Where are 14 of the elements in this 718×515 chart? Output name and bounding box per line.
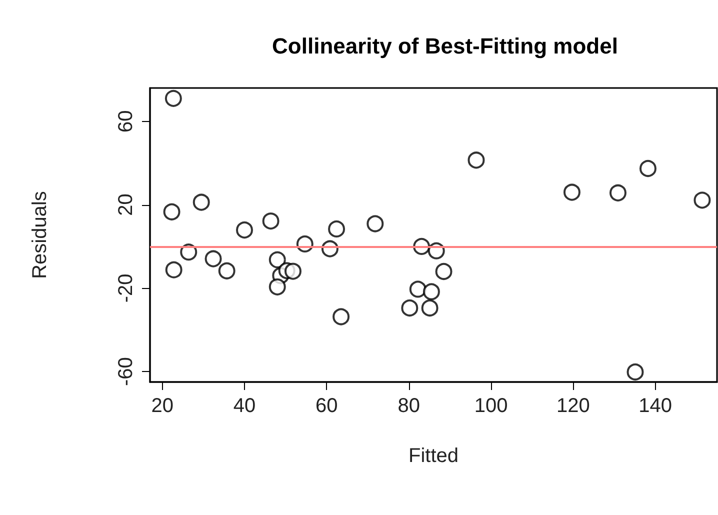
y-tick-label: 60 xyxy=(115,110,137,132)
x-tick-label: 80 xyxy=(398,395,420,417)
y-tick-label: -20 xyxy=(115,274,137,303)
y-tick-label: -60 xyxy=(115,357,137,386)
x-tick-label: 40 xyxy=(233,395,256,417)
x-tick-label: 140 xyxy=(638,395,672,417)
chart-title: Collinearity of Best-Fitting model xyxy=(272,34,618,58)
x-tick-label: 60 xyxy=(316,395,338,417)
y-axis-title: Residuals xyxy=(29,191,51,279)
x-tick-label: 100 xyxy=(474,395,508,417)
x-tick-label: 120 xyxy=(556,395,590,417)
x-tick-label: 20 xyxy=(151,395,174,417)
y-tick-label: 20 xyxy=(115,194,137,216)
x-axis-title: Fitted xyxy=(408,445,459,467)
